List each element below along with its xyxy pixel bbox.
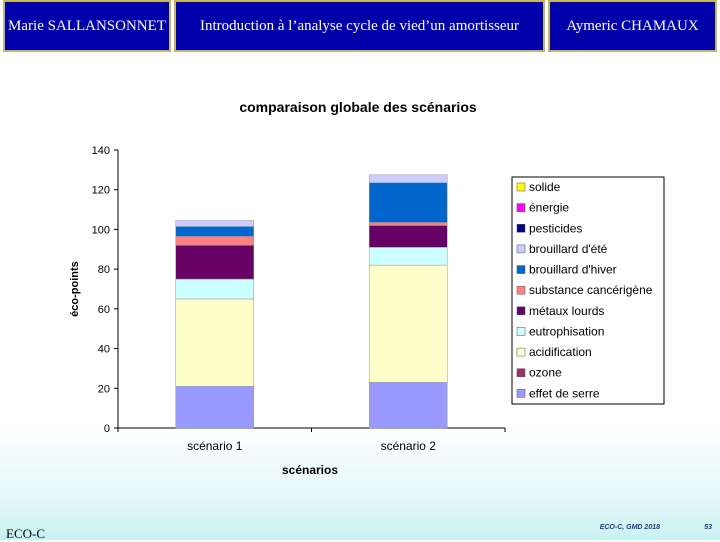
legend-label: brouillard d'hiver	[529, 263, 617, 277]
y-tick-label: 140	[92, 145, 110, 157]
legend-swatch	[516, 389, 526, 398]
legend-box	[511, 176, 665, 405]
legend-label: substance cancérigène	[529, 283, 653, 297]
chart-title: comparaison globale des scénarios	[239, 99, 477, 115]
legend-swatch	[516, 182, 526, 192]
legend-swatch	[516, 368, 526, 377]
y-tick-label: 20	[98, 383, 110, 395]
legend-label: eutrophisation	[529, 324, 604, 338]
page-number: 53	[704, 524, 712, 531]
x-axis-label: scénarios	[282, 463, 338, 477]
footer-course-label: ECO-C, GMD 2018	[599, 524, 660, 531]
y-tick-label: 100	[92, 224, 110, 236]
bar-segment	[369, 264, 448, 383]
bars-group: scénario 1 scénario 2	[175, 174, 448, 453]
y-axis-label: éco-points	[69, 261, 81, 317]
bar-segment	[175, 386, 254, 429]
legend-label: brouillard d'été	[529, 242, 608, 256]
title-text: Introduction à l’analyse cycle de vied’u…	[199, 17, 520, 34]
legend-label: acidification	[529, 345, 592, 359]
author-right-text: Aymeric CHAMAUX	[566, 17, 699, 34]
bar-segment	[369, 225, 448, 248]
bar-segment	[369, 182, 448, 223]
legend-label: pesticides	[529, 221, 582, 235]
bar-segment	[369, 247, 448, 266]
y-tick-label: 0	[104, 423, 110, 435]
header-author-right: Aymeric CHAMAUX	[548, 0, 717, 52]
bar-segment	[175, 278, 254, 300]
x-tick-label: scénario 2	[381, 439, 437, 453]
legend-swatch	[516, 244, 526, 254]
stacked-bar-chart: comparaison globale des scénarios éco-po…	[69, 99, 665, 477]
legend-swatch	[516, 265, 526, 274]
legend-label: solide	[529, 180, 561, 194]
bar-segment	[175, 226, 254, 237]
header-title: Introduction à l’analyse cycle de vied’u…	[174, 0, 545, 52]
bar-segment	[175, 220, 254, 227]
y-tick-label: 80	[98, 264, 110, 276]
legend-label: énergie	[529, 201, 569, 215]
legend-swatch	[516, 285, 526, 295]
legend-label: ozone	[529, 366, 562, 380]
bar-segment	[175, 245, 254, 280]
bar-segment	[175, 298, 254, 387]
bar-segment	[369, 174, 448, 184]
author-left-text: Marie SALLANSONNET	[8, 17, 166, 34]
y-tick-label: 60	[98, 304, 110, 316]
bar-segment	[369, 382, 448, 429]
legend-label: métaux lourds	[529, 304, 604, 318]
x-tick-label: scénario 1	[187, 439, 243, 453]
footer-left-label: ECO-C	[6, 526, 45, 541]
legend: solide énergie pesticides brouillard d'été b…	[511, 176, 665, 405]
bar-segment	[175, 236, 254, 246]
bar-segment	[369, 222, 448, 226]
legend-swatch	[516, 224, 526, 233]
legend-swatch	[516, 347, 526, 357]
axes-group: 0 20 40 60 80 100 120 140	[92, 145, 506, 435]
legend-swatch	[516, 203, 526, 212]
y-tick-label: 120	[92, 185, 110, 197]
y-tick-label: 40	[98, 344, 110, 356]
header-author-left: Marie SALLANSONNET	[3, 0, 171, 52]
legend-swatch	[516, 306, 526, 316]
legend-label: effet de serre	[529, 386, 600, 400]
legend-swatch	[516, 327, 526, 336]
